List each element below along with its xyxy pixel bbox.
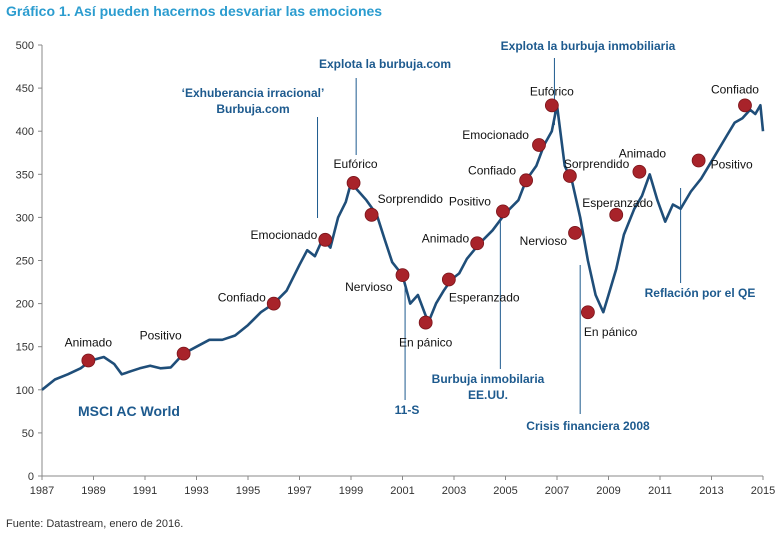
y-tick-label: 500 <box>16 40 34 52</box>
emotion-marker <box>364 207 379 222</box>
emotion-label: Emocionado <box>251 228 318 242</box>
emotion-marker <box>544 98 559 113</box>
emotion-marker <box>691 153 706 168</box>
event-annotation: Explota la burbuja inmobiliaria <box>501 39 676 53</box>
emotion-label: Positivo <box>140 329 182 343</box>
event-annotation: Crisis financiera 2008 <box>526 419 650 433</box>
event-annotation: Burbuja inmobilaria <box>432 372 545 386</box>
emotion-label: Animado <box>65 335 113 349</box>
emotion-label: Eufórico <box>334 157 378 171</box>
emotion-marker <box>418 315 433 330</box>
emotion-marker <box>632 164 647 179</box>
x-tick-label: 1989 <box>81 485 105 497</box>
emotion-label: Positivo <box>449 194 491 208</box>
emotion-label: Nervioso <box>520 234 568 248</box>
chart-title: Gráfico 1. Así pueden hacernos desvariar… <box>6 3 383 19</box>
emotion-marker <box>395 268 410 283</box>
emotion-marker <box>581 305 595 320</box>
emotion-marker <box>346 176 361 190</box>
emotion-label: Nervioso <box>345 280 393 294</box>
emotion-label: Positivo <box>711 158 753 172</box>
x-tick-label: 2009 <box>596 485 620 497</box>
y-tick-label: 300 <box>16 212 34 224</box>
emotion-label: Emocionado <box>462 128 529 142</box>
emotion-marker <box>176 346 191 361</box>
x-tick-label: 1999 <box>339 485 363 497</box>
emotion-label: Sorprendido <box>564 157 630 171</box>
emotion-marker <box>568 226 582 240</box>
event-annotation: 11-S <box>395 403 420 417</box>
emotion-marker <box>318 232 333 247</box>
emotion-label: Confiado <box>218 291 266 305</box>
emotion-marker <box>519 173 533 188</box>
emotion-label: En pánico <box>584 325 638 339</box>
x-tick-label: 2011 <box>648 485 672 497</box>
emotion-marker <box>609 207 624 222</box>
y-tick-label: 400 <box>16 126 34 138</box>
emotion-marker <box>81 353 96 368</box>
y-tick-label: 0 <box>28 471 34 483</box>
y-tick-label: 100 <box>16 385 34 397</box>
emotion-marker <box>738 98 752 113</box>
x-tick-label: 2007 <box>545 485 569 497</box>
event-annotation: Explota la burbuja.com <box>319 57 451 71</box>
emotion-label: Esperanzado <box>582 196 653 210</box>
y-tick-label: 200 <box>16 299 34 311</box>
event-annotation: ‘Exhuberancia irracional’ <box>182 86 325 100</box>
emotion-label: Animado <box>619 147 667 161</box>
x-tick-label: 2015 <box>751 485 775 497</box>
emotion-label: Confiado <box>711 82 759 96</box>
y-tick-label: 450 <box>16 83 34 95</box>
x-tick-label: 1993 <box>184 485 208 497</box>
y-tick-label: 50 <box>22 428 34 440</box>
emotion-marker <box>496 204 510 219</box>
emotion-label: Eufórico <box>530 84 574 98</box>
emotion-label: Esperanzado <box>449 290 520 304</box>
emotion-marker <box>532 138 546 152</box>
emotion-label: Sorprendido <box>378 192 444 206</box>
x-tick-label: 2005 <box>493 485 517 497</box>
x-tick-label: 2013 <box>699 485 723 497</box>
emotion-label: En pánico <box>399 336 453 350</box>
x-tick-label: 1991 <box>133 485 157 497</box>
event-annotation: EE.UU. <box>468 388 508 402</box>
x-tick-label: 2003 <box>442 485 466 497</box>
source-note: Fuente: Datastream, enero de 2016. <box>6 518 184 530</box>
series-name-label: MSCI AC World <box>78 403 180 419</box>
x-tick-label: 1987 <box>30 485 54 497</box>
y-tick-label: 350 <box>16 169 34 181</box>
emotion-marker <box>266 296 281 311</box>
emotion-marker <box>562 169 577 183</box>
emotion-label: Confiado <box>468 163 516 177</box>
y-tick-label: 250 <box>16 256 34 268</box>
event-annotation: Reflación por el QE <box>645 286 756 300</box>
x-tick-label: 2001 <box>390 485 414 497</box>
y-tick-label: 150 <box>16 342 34 354</box>
event-annotation: Burbuja.com <box>216 102 289 116</box>
emotion-marker <box>470 236 485 251</box>
emotion-label: Animado <box>422 231 470 245</box>
emotion-marker <box>441 272 456 287</box>
x-tick-label: 1995 <box>236 485 260 497</box>
x-tick-label: 1997 <box>287 485 311 497</box>
